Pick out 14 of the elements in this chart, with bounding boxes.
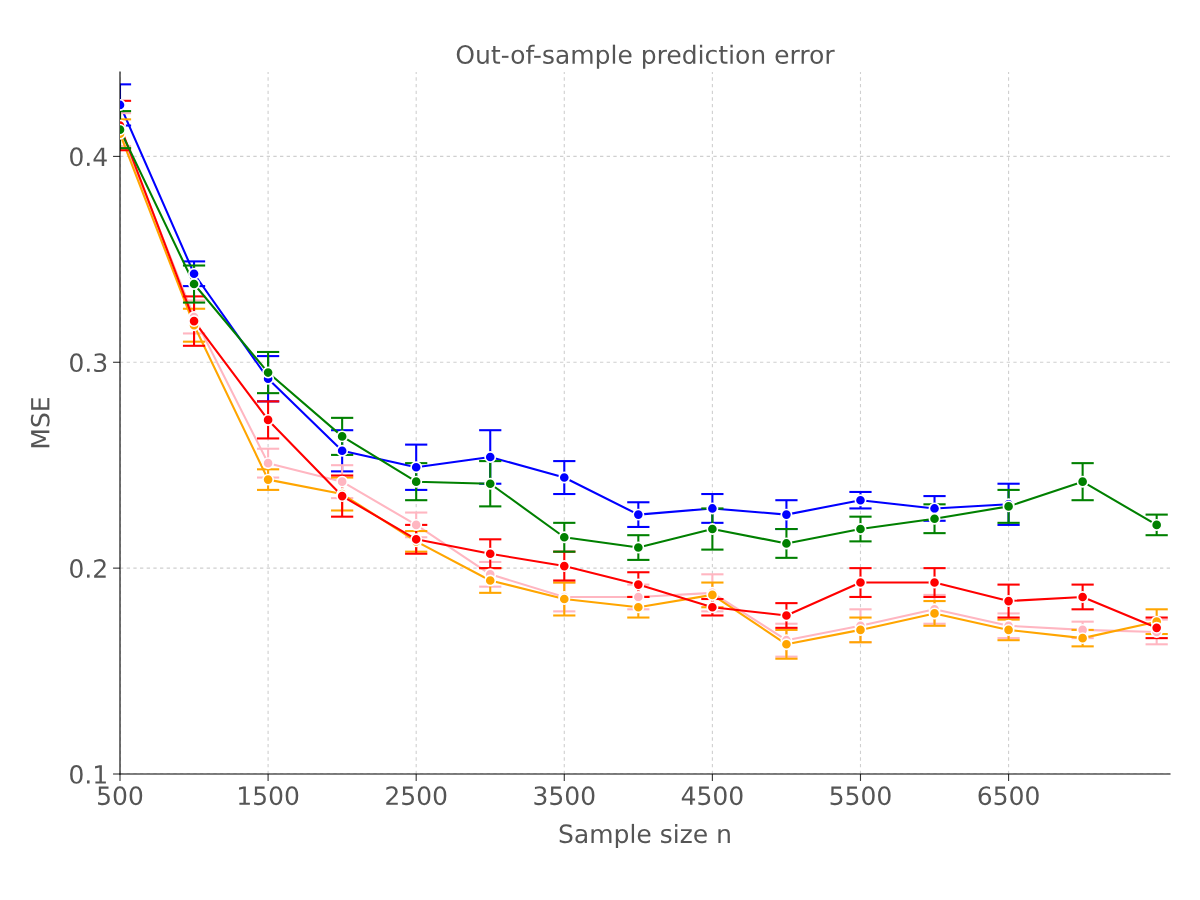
x-tick-label: 6500	[978, 786, 1039, 806]
y-axis-title: MSE	[30, 397, 50, 448]
x-tick-label: 3500	[534, 786, 595, 806]
y-tick-label: 0.3	[70, 353, 107, 373]
y-tick-label: 0.2	[70, 559, 106, 578]
x-tick-label: 2500	[386, 786, 447, 806]
x-tick-label: 5500	[830, 786, 891, 806]
x-tick-label: 500	[98, 786, 143, 806]
y-tick-label: 0.4	[70, 147, 107, 167]
x-tick-label: 4500	[681, 786, 743, 806]
x-axis-title: Sample size n	[559, 823, 730, 849]
chart-title: Out-of-sample prediction error	[456, 44, 835, 69]
x-tick-label: 1500	[239, 786, 299, 806]
y-tick-label: 0.1	[70, 764, 106, 784]
